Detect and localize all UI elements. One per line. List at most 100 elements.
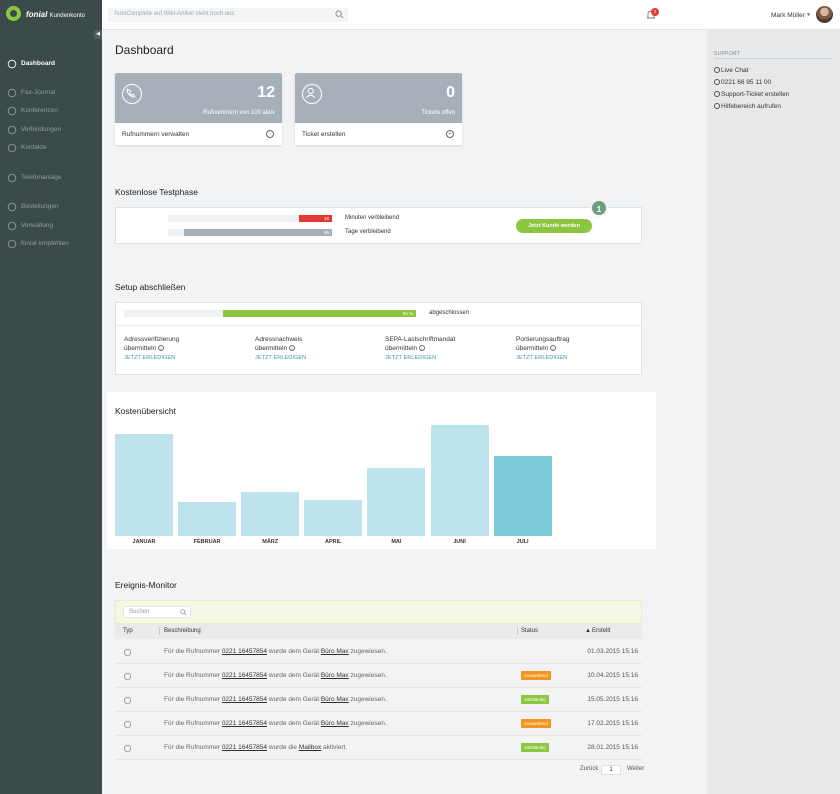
costs-title: Kostenübersicht	[115, 406, 176, 416]
gear-icon	[7, 221, 17, 231]
chart-bar-6	[493, 456, 552, 536]
info-icon[interactable]: i	[549, 345, 556, 351]
live-chat-link[interactable]: Live Chat	[714, 67, 748, 74]
phone-system-icon	[7, 173, 17, 183]
sort-asc-icon[interactable]: ▲	[585, 628, 591, 634]
info-icon[interactable]: i	[288, 345, 295, 351]
search-input[interactable]: AutoComplete auf Wiki-Artikel steht noch…	[108, 8, 348, 22]
logo-mark-icon	[6, 6, 21, 21]
do-now-link[interactable]: JETZT ERLEDIGEN	[516, 355, 568, 361]
sidebar-item[interactable]: Konferenzen	[0, 103, 102, 119]
chart-bar-2	[241, 491, 300, 536]
target-link[interactable]: Büro Max	[320, 672, 349, 679]
status-badge: Vollständig	[521, 695, 549, 704]
search-icon[interactable]	[180, 609, 187, 616]
column-type[interactable]: Typ	[123, 628, 133, 634]
events-search-input[interactable]: Suchen	[123, 606, 191, 618]
minutes-bar: 16	[168, 215, 332, 222]
trial-title: Kostenlose Testphase	[115, 187, 199, 197]
column-divider	[159, 627, 160, 635]
table-row[interactable]: Für die Rufnummer 0221 16457854 wurde de…	[115, 640, 642, 664]
sidebar-item[interactable]: Kontakte	[0, 140, 102, 156]
open-tickets-subtitle: Tickets offen	[421, 110, 455, 116]
cart-icon	[7, 202, 17, 212]
setup-progress-bar: 66 %	[124, 310, 416, 317]
event-description: Für die Rufnummer 0221 16457854 wurde de…	[164, 672, 387, 679]
info-icon[interactable]: i	[157, 345, 164, 351]
sidebar-item[interactable]: Dashboard	[0, 56, 102, 72]
phone-icon	[714, 79, 720, 85]
setup-item-address-proof: Adressnachweis übermitteln i JETZT ERLED…	[255, 335, 375, 361]
info-icon[interactable]: i	[418, 345, 425, 351]
table-row[interactable]: Für die Rufnummer 0221 16457854 wurde de…	[115, 664, 642, 688]
page-title: Dashboard	[115, 43, 174, 57]
become-customer-button[interactable]: Jetzt Kunde werden	[516, 219, 592, 233]
do-now-link[interactable]: JETZT ERLEDIGEN	[255, 355, 307, 361]
do-now-link[interactable]: JETZT ERLEDIGEN	[124, 355, 176, 361]
event-text: zugewiesen.	[350, 648, 387, 655]
search-icon[interactable]	[335, 10, 344, 19]
phone-number-link[interactable]: 0221 16457854	[221, 720, 267, 727]
support-phone[interactable]: 0221 66 95 11 00	[714, 79, 771, 86]
setup-item-title: Adressnachweis	[255, 336, 303, 343]
support-item-label: 0221 66 95 11 00	[721, 79, 772, 86]
sidebar-item[interactable]: fonial empfehlen	[0, 236, 102, 252]
sidebar-item[interactable]: Bestellungen	[0, 199, 102, 215]
manage-numbers-link[interactable]: Rufnummern verwalten	[122, 131, 190, 138]
sidebar-item[interactable]: Fax-Journal	[0, 85, 102, 101]
setup-item-title: übermitteln	[124, 345, 157, 352]
pager-next[interactable]: Weiter	[627, 766, 645, 772]
chat-icon	[714, 67, 720, 73]
pager-prev[interactable]: Zurück	[580, 766, 599, 772]
support-ticket-link[interactable]: Support-Ticket erstellen	[714, 91, 789, 98]
chart-tick-label: MÄRZ	[262, 539, 279, 545]
column-created[interactable]: Erstellt	[592, 628, 611, 634]
phone-number-link[interactable]: 0221 16457854	[221, 696, 267, 703]
pager-page-input[interactable]: 1	[601, 765, 621, 775]
arrow-right-icon[interactable]: ›	[266, 130, 274, 138]
chevron-down-icon[interactable]: ▼	[806, 12, 811, 18]
notification-badge: 3	[651, 8, 659, 16]
phone-number-link[interactable]: 0221 16457854	[221, 648, 267, 655]
do-now-link[interactable]: JETZT ERLEDIGEN	[385, 355, 437, 361]
collapse-sidebar-button[interactable]: ◀	[94, 30, 102, 39]
event-description: Für die Rufnummer 0221 16457854 wurde di…	[164, 744, 347, 751]
table-row[interactable]: Für die Rufnummer 0221 16457854 wurde de…	[115, 712, 642, 736]
phone-number-link[interactable]: 0221 16457854	[221, 672, 267, 679]
phone-number-link[interactable]: 0221 16457854	[221, 744, 267, 751]
event-date: 15.05.2015 15:16	[587, 696, 638, 703]
event-text: wurde dem Gerät	[268, 720, 320, 727]
user-name[interactable]: Mark Müller	[771, 12, 805, 19]
target-link[interactable]: Mailbox	[298, 744, 322, 751]
setup-progress-fill: 66 %	[223, 310, 416, 317]
divider	[116, 325, 641, 326]
event-text: zugewiesen.	[350, 720, 387, 727]
sidebar-item[interactable]: Verbindungen	[0, 122, 102, 138]
column-status[interactable]: Status	[521, 628, 539, 634]
avatar[interactable]	[816, 6, 833, 23]
logo[interactable]: fonial Kundenkonto	[0, 0, 102, 30]
target-link[interactable]: Büro Max	[320, 648, 349, 655]
plus-icon[interactable]: +	[446, 130, 454, 138]
help-icon	[714, 103, 720, 109]
target-link[interactable]: Büro Max	[320, 720, 349, 727]
column-description[interactable]: Beschreibung	[164, 628, 201, 634]
sidebar-item[interactable]: Telefonanlage	[0, 170, 102, 186]
chart-bar-4	[367, 468, 426, 536]
top-bar: fonial Kundenkonto AutoComplete auf Wiki…	[0, 0, 840, 30]
event-date: 17.02.2015 15:16	[587, 720, 638, 727]
setup-item-sepa: SEPA-Lastschriftmandat übermitteln i JET…	[385, 335, 505, 361]
sidebar-item[interactable]: Verwaltung	[0, 218, 102, 234]
event-text: aktiviert.	[323, 744, 348, 751]
sidebar-item-label: Kontakte	[21, 144, 47, 151]
create-ticket-link[interactable]: Ticket erstellen	[302, 131, 346, 138]
sidebar-item-label: Verbindungen	[21, 126, 62, 133]
table-row[interactable]: Für die Rufnummer 0221 16457854 wurde de…	[115, 688, 642, 712]
help-link[interactable]: Hilfebereich aufrufen	[714, 103, 781, 110]
table-row[interactable]: Für die Rufnummer 0221 16457854 wurde di…	[115, 736, 642, 760]
setup-title: Setup abschließen	[115, 282, 186, 292]
event-description: Für die Rufnummer 0221 16457854 wurde de…	[164, 696, 387, 703]
target-link[interactable]: Büro Max	[320, 696, 349, 703]
days-bar: 35	[168, 229, 332, 236]
support-item-label: Hilfebereich aufrufen	[721, 103, 781, 110]
